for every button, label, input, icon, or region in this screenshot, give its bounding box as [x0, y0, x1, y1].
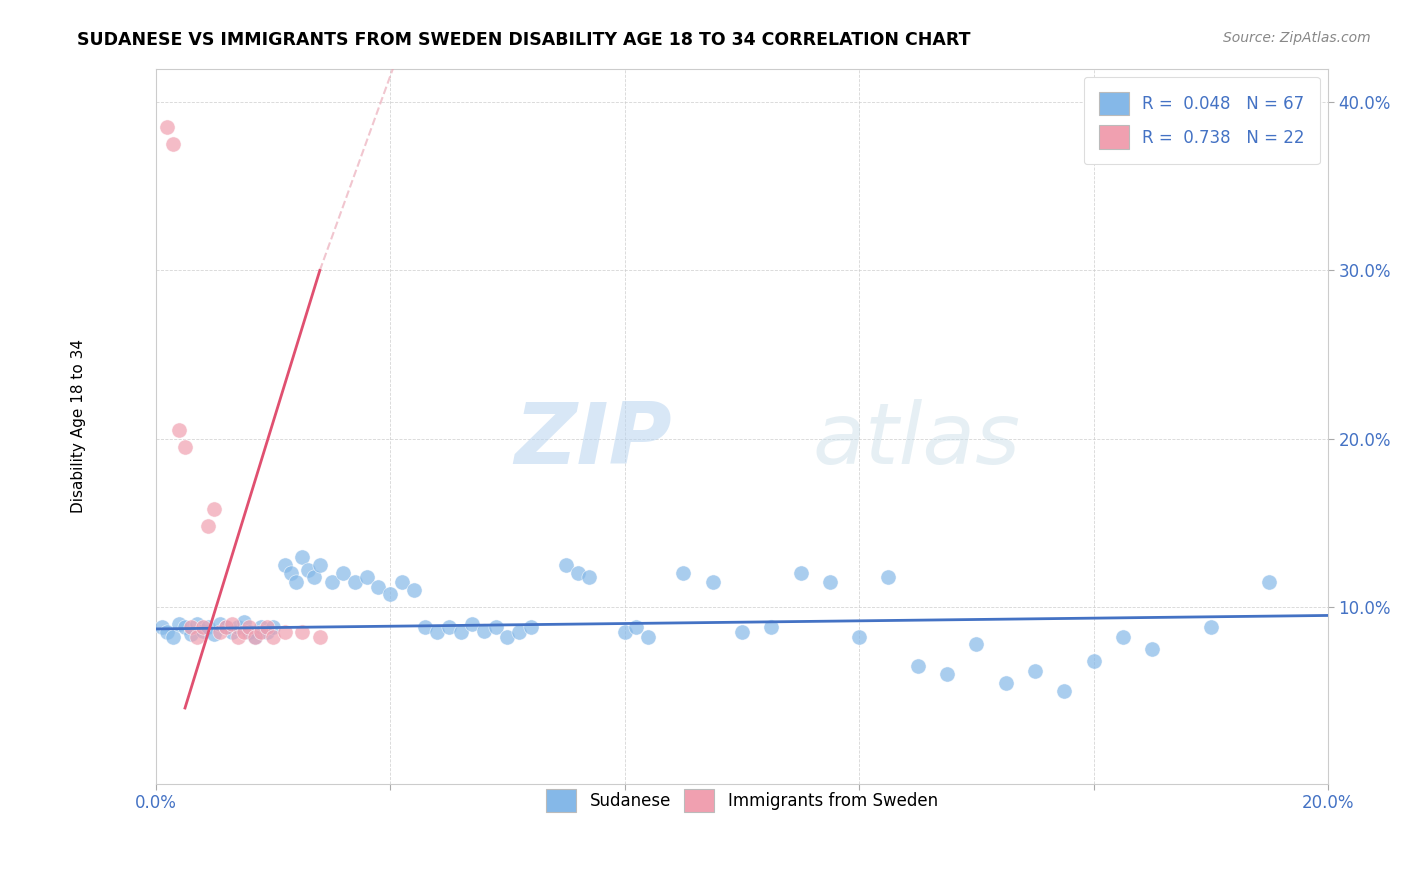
Point	[1083, 654, 1105, 668]
Point	[174, 440, 197, 454]
Point	[221, 625, 243, 640]
Point	[273, 625, 295, 640]
Point	[202, 627, 225, 641]
Point	[332, 566, 354, 581]
Point	[1142, 642, 1164, 657]
Point	[308, 630, 330, 644]
Point	[191, 624, 214, 638]
Point	[461, 616, 484, 631]
Point	[250, 620, 273, 634]
Point	[250, 625, 273, 640]
Point	[391, 574, 413, 589]
Point	[907, 659, 929, 673]
Text: atlas: atlas	[813, 399, 1021, 482]
Point	[162, 137, 184, 152]
Point	[226, 630, 249, 644]
Point	[180, 627, 202, 641]
Point	[343, 574, 366, 589]
Point	[994, 675, 1017, 690]
Point	[262, 630, 284, 644]
Point	[485, 620, 508, 634]
Point	[180, 620, 202, 634]
Point	[202, 502, 225, 516]
Text: SUDANESE VS IMMIGRANTS FROM SWEDEN DISABILITY AGE 18 TO 34 CORRELATION CHART: SUDANESE VS IMMIGRANTS FROM SWEDEN DISAB…	[77, 31, 970, 49]
Point	[302, 570, 325, 584]
Point	[232, 625, 254, 640]
Point	[226, 620, 249, 634]
Point	[818, 574, 841, 589]
Text: Source: ZipAtlas.com: Source: ZipAtlas.com	[1223, 31, 1371, 45]
Point	[508, 625, 530, 640]
Point	[174, 620, 197, 634]
Point	[496, 630, 519, 644]
Point	[245, 630, 267, 644]
Point	[167, 423, 190, 437]
Point	[150, 620, 173, 634]
Point	[877, 570, 900, 584]
Point	[215, 620, 238, 634]
Point	[626, 620, 648, 634]
Point	[450, 625, 472, 640]
Point	[472, 624, 495, 638]
Point	[1199, 620, 1222, 634]
Point	[186, 630, 208, 644]
Point	[848, 630, 870, 644]
Point	[789, 566, 811, 581]
Point	[1024, 664, 1046, 678]
Point	[437, 620, 460, 634]
Point	[426, 625, 449, 640]
Point	[1053, 684, 1076, 698]
Point	[167, 616, 190, 631]
Point	[186, 616, 208, 631]
Y-axis label: Disability Age 18 to 34: Disability Age 18 to 34	[72, 339, 86, 513]
Point	[402, 583, 425, 598]
Point	[238, 620, 260, 634]
Point	[215, 620, 238, 634]
Point	[378, 586, 401, 600]
Point	[520, 620, 543, 634]
Point	[156, 120, 179, 135]
Point	[162, 630, 184, 644]
Point	[197, 519, 219, 533]
Point	[297, 563, 319, 577]
Point	[262, 620, 284, 634]
Point	[672, 566, 695, 581]
Point	[156, 625, 179, 640]
Point	[555, 558, 578, 572]
Point	[702, 574, 724, 589]
Point	[291, 549, 314, 564]
Point	[280, 566, 302, 581]
Point	[209, 625, 232, 640]
Point	[238, 625, 260, 640]
Point	[731, 625, 754, 640]
Point	[273, 558, 295, 572]
Point	[965, 637, 987, 651]
Point	[613, 625, 636, 640]
Point	[415, 620, 437, 634]
Point	[356, 570, 378, 584]
Point	[1258, 574, 1281, 589]
Point	[1112, 630, 1135, 644]
Point	[761, 620, 783, 634]
Point	[936, 667, 959, 681]
Point	[567, 566, 589, 581]
Point	[245, 630, 267, 644]
Point	[321, 574, 343, 589]
Point	[578, 570, 600, 584]
Legend: Sudanese, Immigrants from Sweden: Sudanese, Immigrants from Sweden	[533, 775, 950, 825]
Point	[256, 625, 278, 640]
Point	[256, 620, 278, 634]
Point	[367, 580, 389, 594]
Point	[232, 615, 254, 630]
Point	[637, 630, 659, 644]
Point	[209, 616, 232, 631]
Point	[285, 574, 308, 589]
Point	[191, 620, 214, 634]
Point	[221, 616, 243, 631]
Point	[197, 620, 219, 634]
Point	[308, 558, 330, 572]
Point	[291, 625, 314, 640]
Text: ZIP: ZIP	[515, 399, 672, 482]
